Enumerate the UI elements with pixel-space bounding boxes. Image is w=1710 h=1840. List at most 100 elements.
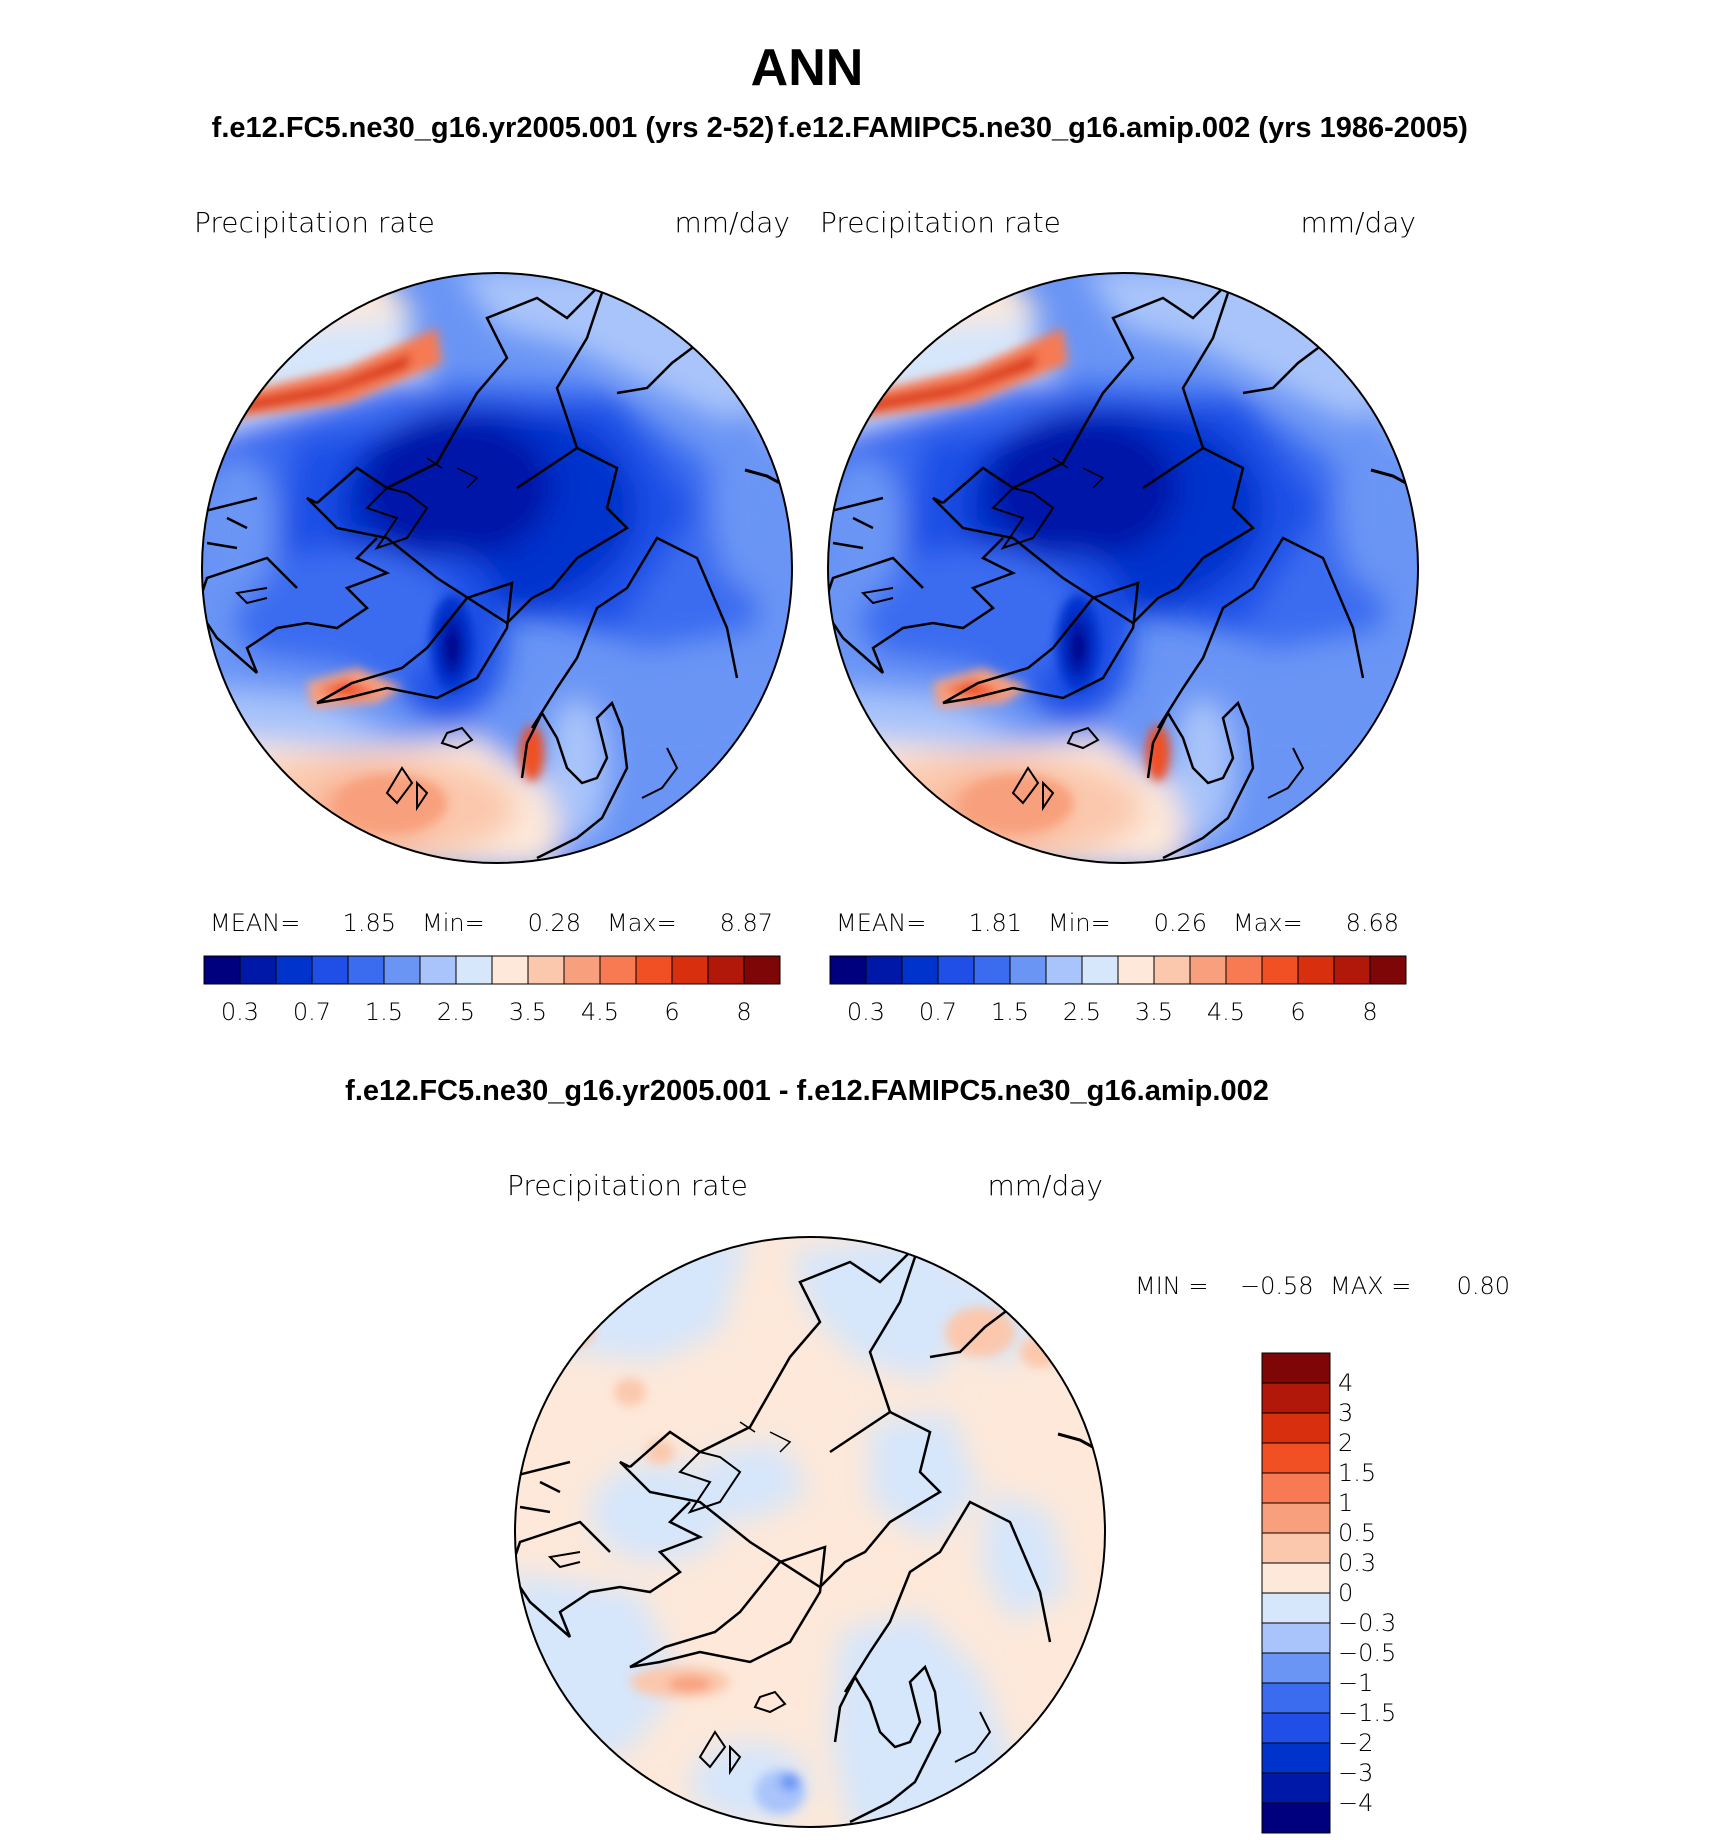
panel2-colorbar: 0.3 0.7 1.5 2.5 3.5 4.5 6 8	[829, 955, 1407, 1026]
colorbar-swatch	[1261, 1652, 1331, 1684]
colorbar-swatch	[347, 955, 385, 985]
colorbar-tick-label: 0.3	[847, 998, 885, 1026]
panel2-mean-value: 1.81	[969, 909, 1022, 937]
colorbar-swatch	[635, 955, 673, 985]
colorbar-swatch	[1297, 955, 1335, 985]
colorbar-swatch	[1081, 955, 1119, 985]
colorbar-tick-label: 1.5	[991, 998, 1029, 1026]
panel1-title: f.e12.FC5.ne30_g16.yr2005.001 (yrs 2-52)	[212, 112, 775, 144]
colorbar-swatch	[1261, 1562, 1331, 1594]
colorbar-swatch	[1261, 1352, 1331, 1384]
diff-min-label: MIN =	[1135, 1272, 1208, 1300]
colorbar-swatch	[1261, 1712, 1331, 1744]
main-title: ANN	[751, 39, 864, 97]
panel2-mean-label: MEAN=	[836, 909, 926, 937]
colorbar-tick-label: 2.5	[1063, 998, 1101, 1026]
colorbar-tick-label: 3.5	[1135, 998, 1173, 1026]
colorbar-tick-label: 3	[1338, 1399, 1353, 1427]
colorbar-tick-label: 6	[664, 998, 679, 1026]
colorbar-swatch	[1261, 1772, 1331, 1804]
colorbar-tick-label: 8	[1362, 998, 1377, 1026]
colorbar-swatch	[1045, 955, 1083, 985]
colorbar-swatch	[1369, 955, 1407, 985]
panel2-units-label: mm/day	[1301, 206, 1417, 239]
colorbar-tick-label: 3.5	[509, 998, 547, 1026]
panel2-map-border	[827, 272, 1419, 864]
colorbar-tick-label: 8	[736, 998, 751, 1026]
colorbar-swatch	[275, 955, 313, 985]
colorbar-swatch	[1261, 1742, 1331, 1774]
colorbar-tick-label: 0.3	[221, 998, 259, 1026]
colorbar-swatch	[743, 955, 781, 985]
colorbar-swatch	[937, 955, 975, 985]
panel1-map	[202, 268, 797, 868]
colorbar-tick-label: 4	[1338, 1369, 1353, 1397]
colorbar-swatch	[383, 955, 421, 985]
colorbar-tick-label: 4.5	[1207, 998, 1245, 1026]
colorbar-swatch	[1261, 1382, 1331, 1414]
colorbar-swatch	[1189, 955, 1227, 985]
panel2-max-value: 8.68	[1346, 909, 1399, 937]
colorbar-swatch	[707, 955, 745, 985]
colorbar-swatch	[311, 955, 349, 985]
colorbar-swatch	[973, 955, 1011, 985]
colorbar-tick-label: 0.7	[919, 998, 957, 1026]
panel2-min-value: 0.26	[1154, 909, 1207, 937]
colorbar-swatch	[419, 955, 457, 985]
colorbar-swatch	[1261, 1592, 1331, 1624]
colorbar-tick-label: 6	[1290, 998, 1305, 1026]
colorbar-swatch	[1261, 1412, 1331, 1444]
colorbar-swatch	[1225, 955, 1263, 985]
colorbar-swatch	[1117, 955, 1155, 985]
diff-panel: Precipitation rate mm/day	[507, 1169, 1510, 1834]
colorbar-swatch	[527, 955, 565, 985]
panel1-map-border	[201, 272, 793, 864]
colorbar-tick-label: −4	[1338, 1789, 1373, 1817]
colorbar-swatch	[865, 955, 903, 985]
colorbar-swatch	[1261, 1622, 1331, 1654]
colorbar-tick-label: 0.7	[293, 998, 331, 1026]
colorbar-tick-label: −1.5	[1338, 1699, 1396, 1727]
colorbar-tick-label: 1.5	[365, 998, 403, 1026]
colorbar-tick-label: 0.5	[1338, 1519, 1376, 1547]
colorbar-tick-label: 2.5	[437, 998, 475, 1026]
panel2-min-label: Min=	[1048, 909, 1111, 937]
panel2-map	[828, 268, 1423, 868]
panel2-variable-label: Precipitation rate	[820, 206, 1061, 239]
diff-variable-label: Precipitation rate	[507, 1169, 748, 1202]
colorbar-tick-label: −3	[1338, 1759, 1373, 1787]
colorbar-swatch	[1333, 955, 1371, 985]
colorbar-swatch	[671, 955, 709, 985]
colorbar-swatch	[1261, 955, 1299, 985]
colorbar-swatch	[599, 955, 637, 985]
colorbar-swatch	[1261, 1472, 1331, 1504]
colorbar-tick-label: 0.3	[1338, 1549, 1376, 1577]
panel2-title: f.e12.FAMIPC5.ne30_g16.amip.002 (yrs 198…	[778, 112, 1468, 144]
diff-title: f.e12.FC5.ne30_g16.yr2005.001 - f.e12.FA…	[345, 1075, 1269, 1107]
diff-max-label: MAX =	[1330, 1272, 1411, 1300]
colorbar-swatch	[1009, 955, 1047, 985]
colorbar-swatch	[829, 955, 867, 985]
panel1-min-label: Min=	[422, 909, 485, 937]
panel1-min-value: 0.28	[528, 909, 581, 937]
colorbar-tick-label: 4.5	[581, 998, 619, 1026]
panel1-variable-label: Precipitation rate	[194, 206, 435, 239]
colorbar-tick-label: 1	[1338, 1489, 1353, 1517]
diff-units-label: mm/day	[988, 1169, 1104, 1202]
panel1-colorbar: 0.3 0.7 1.5 2.5 3.5 4.5 6 8	[203, 955, 781, 1026]
panel1-max-label: Max=	[607, 909, 677, 937]
colorbar-swatch	[1261, 1802, 1331, 1834]
diff-map-border	[514, 1236, 1106, 1828]
panel2-max-label: Max=	[1233, 909, 1303, 937]
colorbar-tick-label: 0	[1338, 1579, 1353, 1607]
colorbar-swatch	[239, 955, 277, 985]
colorbar-tick-label: 1.5	[1338, 1459, 1376, 1487]
diff-max-value: 0.80	[1457, 1272, 1510, 1300]
diff-min-value: −0.58	[1240, 1272, 1314, 1300]
panel1-units-label: mm/day	[675, 206, 791, 239]
colorbar-tick-label: −1	[1338, 1669, 1373, 1697]
colorbar-swatch	[1153, 955, 1191, 985]
colorbar-swatch	[1261, 1442, 1331, 1474]
